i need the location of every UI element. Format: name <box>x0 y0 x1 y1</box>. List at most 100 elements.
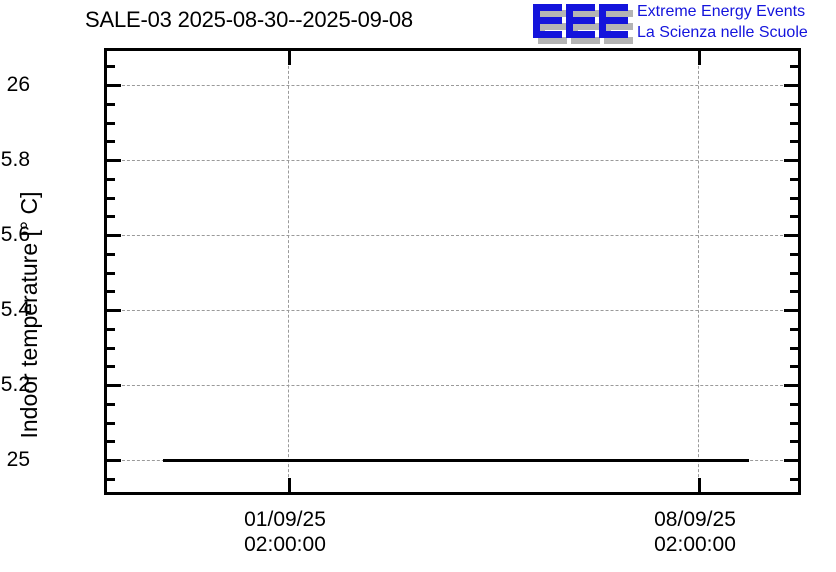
y-tick-minor <box>107 290 115 293</box>
eee-letter <box>566 4 595 38</box>
y-tick-minor <box>107 272 115 275</box>
y-tick-minor <box>107 178 115 181</box>
eee-bar-mid <box>566 17 595 24</box>
y-tick-major <box>107 234 121 237</box>
eee-shadow-letter <box>538 10 567 44</box>
y-tick-minor <box>107 140 115 143</box>
eee-bar-top <box>533 4 562 11</box>
eee-letter <box>533 4 562 38</box>
eee-bar-mid <box>571 23 600 30</box>
y-tick-minor-right <box>790 122 798 125</box>
x-tick-label: 08/09/25 02:00:00 <box>595 507 795 557</box>
y-tick-minor-right <box>790 422 798 425</box>
x-tick-label: 01/09/25 02:00:00 <box>185 507 385 557</box>
y-tick-minor <box>107 403 115 406</box>
x-tick-major <box>288 478 291 492</box>
eee-bar-top <box>599 4 628 11</box>
gridline-horizontal <box>107 160 798 161</box>
gridline-vertical <box>288 51 289 492</box>
y-tick-major-right <box>784 459 798 462</box>
y-tick-minor <box>107 253 115 256</box>
x-tick-major <box>698 478 701 492</box>
y-tick-label: 26 <box>6 73 30 96</box>
y-tick-minor-right <box>790 103 798 106</box>
eee-bar-bottom <box>566 31 595 38</box>
y-tick-minor <box>107 347 115 350</box>
y-tick-label: 25.6 <box>0 223 30 246</box>
x-tick-major-top <box>288 51 291 65</box>
y-tick-minor-right <box>790 478 798 481</box>
x-tick-label-date: 01/09/25 <box>244 508 326 531</box>
eee-bar-mid <box>533 17 562 24</box>
eee-bar-bottom <box>599 31 628 38</box>
y-tick-major <box>107 84 121 87</box>
gridline-horizontal <box>107 85 798 86</box>
y-tick-minor <box>107 103 115 106</box>
eee-bar-top <box>571 10 600 17</box>
eee-logo-shadow <box>538 8 636 48</box>
eee-logo-text: Extreme Energy Events La Scienza nelle S… <box>637 1 808 43</box>
y-tick-minor-right <box>790 65 798 68</box>
eee-logo-mark <box>533 2 633 44</box>
y-tick-major <box>107 459 121 462</box>
plot-area <box>107 51 798 492</box>
x-tick-label-time: 02:00:00 <box>244 533 326 556</box>
gridline-horizontal <box>107 385 798 386</box>
eee-shadow-letter <box>604 10 633 44</box>
y-tick-major <box>107 309 121 312</box>
y-tick-minor <box>107 422 115 425</box>
y-tick-minor-right <box>790 253 798 256</box>
y-tick-major-right <box>784 309 798 312</box>
plot-frame <box>104 48 801 495</box>
eee-logo: Extreme Energy Events La Scienza nelle S… <box>533 1 833 45</box>
gridline-horizontal <box>107 310 798 311</box>
y-tick-major-right <box>784 384 798 387</box>
y-tick-major-right <box>784 159 798 162</box>
y-tick-major <box>107 159 121 162</box>
y-tick-minor-right <box>790 365 798 368</box>
y-tick-minor-right <box>790 272 798 275</box>
x-tick-label-time: 02:00:00 <box>654 533 736 556</box>
y-tick-minor-right <box>790 215 798 218</box>
y-tick-minor-right <box>790 140 798 143</box>
y-tick-minor <box>107 197 115 200</box>
y-tick-minor <box>107 215 115 218</box>
eee-bar-bottom <box>571 37 600 44</box>
eee-letter <box>599 4 628 38</box>
eee-bar-mid <box>599 17 628 24</box>
x-tick-major-top <box>698 51 701 65</box>
y-tick-minor <box>107 122 115 125</box>
gridline-horizontal <box>107 235 798 236</box>
y-tick-major-right <box>784 234 798 237</box>
eee-bar-mid <box>604 23 633 30</box>
y-tick-minor-right <box>790 197 798 200</box>
y-tick-label: 25.8 <box>0 148 30 171</box>
eee-logo-foreground <box>533 2 631 42</box>
y-tick-minor-right <box>790 178 798 181</box>
y-tick-minor <box>107 65 115 68</box>
y-tick-minor-right <box>790 403 798 406</box>
series-line-indoor-temperature <box>163 459 749 462</box>
eee-bar-top <box>604 10 633 17</box>
eee-logo-line1: Extreme Energy Events <box>637 3 806 20</box>
y-tick-minor <box>107 440 115 443</box>
eee-bar-bottom <box>538 37 567 44</box>
eee-bar-mid <box>538 23 567 30</box>
eee-bar-top <box>566 4 595 11</box>
eee-shadow-letter <box>571 10 600 44</box>
y-tick-minor-right <box>790 328 798 331</box>
y-tick-minor <box>107 478 115 481</box>
y-tick-minor-right <box>790 347 798 350</box>
y-tick-minor <box>107 365 115 368</box>
y-tick-minor-right <box>790 290 798 293</box>
y-tick-label: 25.2 <box>0 373 30 396</box>
y-tick-major <box>107 384 121 387</box>
eee-bar-bottom <box>533 31 562 38</box>
eee-bar-top <box>538 10 567 17</box>
y-tick-minor <box>107 328 115 331</box>
y-tick-label: 25.4 <box>0 298 30 321</box>
y-tick-major-right <box>784 84 798 87</box>
eee-logo-line2: La Scienza nelle Scuole <box>637 24 808 41</box>
y-tick-label: 25 <box>6 448 30 471</box>
